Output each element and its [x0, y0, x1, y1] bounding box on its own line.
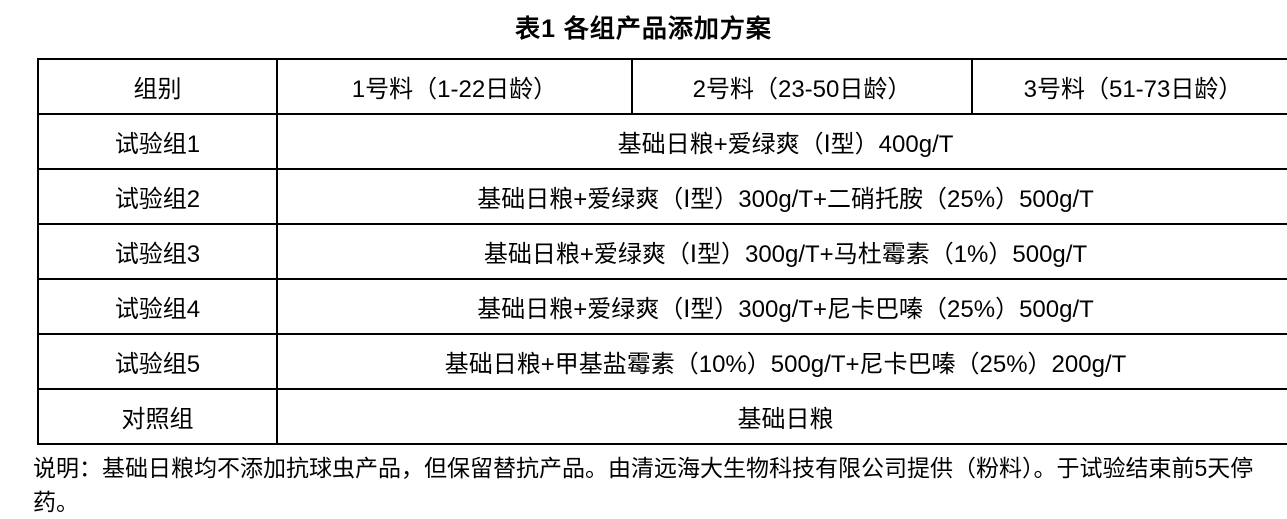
scheme-cell: 基础日粮+爱绿爽（Ⅰ型）400g/T — [276, 113, 1287, 170]
header-cell-feed1: 1号料（1-22日龄） — [276, 58, 633, 115]
group-cell: 试验组4 — [37, 278, 278, 335]
table-row: 试验组1 基础日粮+爱绿爽（Ⅰ型）400g/T — [37, 113, 1287, 170]
scheme-cell: 基础日粮 — [276, 388, 1287, 445]
scheme-cell: 基础日粮+爱绿爽（Ⅰ型）300g/T+马杜霉素（1%）500g/T — [276, 223, 1287, 280]
scheme-cell: 基础日粮+甲基盐霉素（10%）500g/T+尼卡巴嗪（25%）200g/T — [276, 333, 1287, 390]
group-cell: 试验组1 — [37, 113, 278, 170]
table-row: 试验组3 基础日粮+爱绿爽（Ⅰ型）300g/T+马杜霉素（1%）500g/T — [37, 223, 1287, 280]
table-row: 对照组 基础日粮 — [37, 388, 1287, 445]
group-cell: 试验组2 — [37, 168, 278, 225]
group-cell: 试验组5 — [37, 333, 278, 390]
scheme-cell: 基础日粮+爱绿爽（Ⅰ型）300g/T+二硝托胺（25%）500g/T — [276, 168, 1287, 225]
scheme-cell: 基础日粮+爱绿爽（Ⅰ型）300g/T+尼卡巴嗪（25%）500g/T — [276, 278, 1287, 335]
header-cell-feed3: 3号料（51-73日龄） — [971, 58, 1287, 115]
table-header-row: 组别 1号料（1-22日龄） 2号料（23-50日龄） 3号料（51-73日龄） — [37, 58, 1287, 115]
group-cell: 试验组3 — [37, 223, 278, 280]
group-cell: 对照组 — [37, 388, 278, 445]
header-cell-feed2: 2号料（23-50日龄） — [631, 58, 973, 115]
table-row: 试验组2 基础日粮+爱绿爽（Ⅰ型）300g/T+二硝托胺（25%）500g/T — [37, 168, 1287, 225]
table-row: 试验组5 基础日粮+甲基盐霉素（10%）500g/T+尼卡巴嗪（25%）200g… — [37, 333, 1287, 390]
header-cell-group: 组别 — [37, 58, 278, 115]
table-title: 表1 各组产品添加方案 — [515, 15, 772, 43]
table-row: 试验组4 基础日粮+爱绿爽（Ⅰ型）300g/T+尼卡巴嗪（25%）500g/T — [37, 278, 1287, 335]
table-footnote: 说明：基础日粮均不添加抗球虫产品，但保留替抗产品。由清远海大生物科技有限公司提供… — [33, 455, 1254, 515]
scheme-table: 组别 1号料（1-22日龄） 2号料（23-50日龄） 3号料（51-73日龄）… — [37, 58, 1287, 445]
